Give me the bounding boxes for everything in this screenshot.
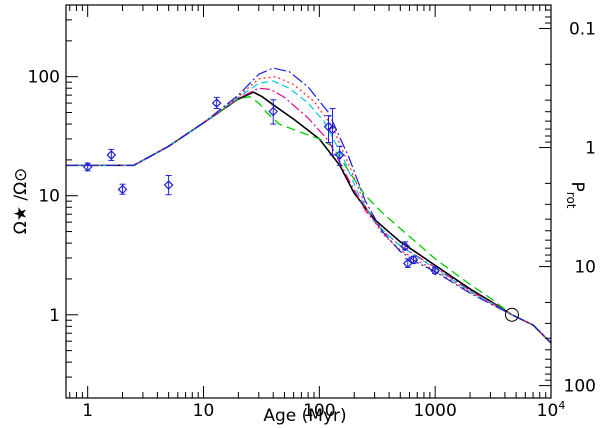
prot-tick-label: 10 (574, 258, 596, 278)
plot-frame (65, 4, 552, 399)
observation-diamond (430, 265, 441, 276)
observation-point (82, 161, 93, 172)
observation-diamond (211, 98, 222, 108)
observation-point (117, 183, 128, 195)
observation-diamond (323, 121, 334, 132)
observation-diamond (268, 106, 279, 117)
svg-text:Prot: Prot (564, 182, 587, 209)
prot-subscript: rot (564, 192, 578, 209)
prot-symbol: P (567, 182, 587, 192)
x-tick-label: 1 (82, 401, 93, 421)
observation-diamond (334, 150, 345, 160)
sun-marker (504, 307, 519, 322)
y-tick-label: 100 (28, 68, 60, 88)
observation-points (82, 96, 441, 276)
observation-point (408, 254, 419, 265)
left-axis-title: Ω★ /Ω⊙ (11, 168, 31, 235)
observation-point (334, 145, 345, 166)
model-blue-line (66, 67, 552, 344)
x-tick-label: 10 (193, 401, 215, 421)
observation-diamond (106, 150, 117, 160)
observation-point (268, 99, 279, 125)
model-magenta-line (66, 87, 552, 344)
observation-point (211, 96, 222, 110)
y-tick-label: 10 (38, 187, 60, 207)
y-tick-label: 1 (49, 306, 60, 326)
prot-tick-label: 100 (564, 377, 596, 397)
x-tick-label: 1000 (414, 401, 457, 421)
observation-point (400, 241, 410, 252)
observation-diamond (117, 184, 128, 195)
observation-diamond (82, 161, 93, 172)
observation-diamond (400, 241, 410, 252)
observation-point (327, 108, 338, 156)
prot-tick-label: 0.1 (569, 19, 596, 39)
model-green-line (66, 95, 552, 344)
x-tick-label: 104 (537, 399, 566, 421)
right-axis-title: Prot (564, 182, 587, 209)
observation-diamond (163, 180, 174, 190)
axis-ticks (66, 4, 552, 399)
x-tick-superscript: 4 (558, 399, 565, 412)
prot-tick-label: 1 (585, 139, 596, 159)
observation-diamond (408, 254, 419, 265)
observation-point (106, 148, 117, 161)
sun-circle (504, 307, 519, 322)
model-red-line (66, 76, 552, 344)
observation-point (402, 258, 413, 269)
observation-point (163, 174, 174, 196)
model-cyan-line (66, 80, 552, 344)
model-curves (66, 67, 552, 344)
x-axis-title: Age (Myr) (263, 406, 346, 426)
model-black-line (66, 91, 552, 344)
observation-diamond (402, 258, 413, 269)
observation-point (430, 265, 441, 276)
x-tick-label: 100 (303, 401, 335, 421)
tick-labels: 1 10 100 1000 104 1 10 100 0.1 1 10 100 (28, 19, 596, 421)
observation-diamond (327, 124, 338, 135)
